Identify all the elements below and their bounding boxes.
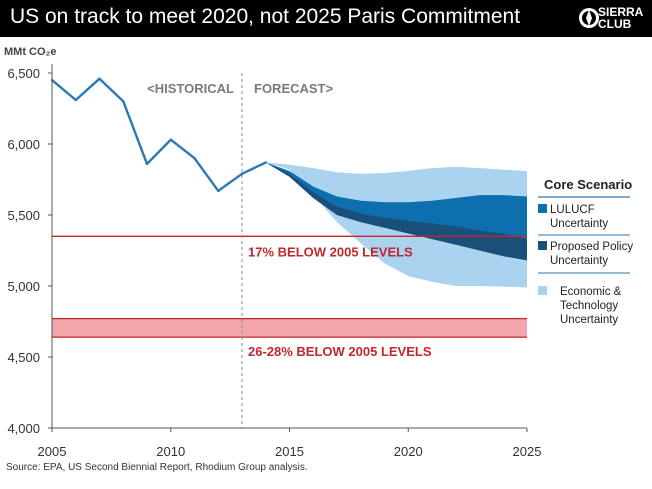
y-axis-label: MMt CO₂e (4, 46, 57, 58)
legend-label-line: Proposed Policy (550, 241, 633, 253)
y-tick-label-6000: 6,000 (7, 137, 40, 152)
historical-point-2012 (217, 189, 220, 193)
legend-swatch-policy (538, 241, 547, 250)
page-title: US on track to meet 2020, not 2025 Paris… (10, 5, 521, 28)
x-tick-label-2005: 2005 (38, 444, 67, 459)
source-note: Source: EPA, US Second Biennial Report, … (6, 462, 308, 473)
emissions-chart: 17% BELOW 2005 LEVELS 26-28% BELOW 2005 L… (4, 46, 633, 459)
title-banner: US on track to meet 2020, not 2025 Paris… (0, 0, 652, 37)
y-tick-label-5500: 5,500 (7, 208, 40, 223)
y-tick-label-6500: 6,500 (7, 66, 40, 81)
legend-label-economic: Economic & Technology Uncertainty (560, 286, 622, 326)
compass-icon (579, 8, 599, 28)
period-label-historical: <HISTORICAL (147, 81, 234, 96)
y-tick-label-4500: 4,500 (7, 350, 40, 365)
y-tick-label-4000: 4,000 (7, 421, 40, 436)
period-label-forecast: FORECAST> (254, 81, 334, 96)
historical-point-2009 (145, 162, 149, 166)
target-label-17: 17% BELOW 2005 LEVELS (248, 244, 413, 259)
x-tick-label-2025: 2025 (513, 444, 542, 459)
sierra-club-logo: SIERRA CLUB (562, 0, 652, 37)
historical-line (51, 77, 267, 193)
target-label-26-28: 26-28% BELOW 2005 LEVELS (248, 344, 432, 359)
legend-label-lulucf: LULUCF Uncertainty (550, 204, 608, 230)
legend-label-policy: Proposed Policy Uncertainty (550, 241, 633, 267)
historical-point-2008 (122, 100, 125, 103)
legend-label-line: Uncertainty (550, 218, 608, 230)
legend-title: Core Scenario (544, 177, 632, 192)
historical-point-2006 (74, 98, 77, 102)
legend-label-line: Uncertainty (550, 255, 608, 267)
historical-point-2014 (264, 161, 267, 164)
logo-text-sierra: SIERRA (598, 5, 644, 19)
historical-point-2011 (193, 157, 196, 160)
x-tick-label-2015: 2015 (275, 444, 304, 459)
historical-point-2010 (169, 138, 172, 141)
legend-swatch-economic (538, 286, 547, 295)
legend-swatch-lulucf (538, 204, 547, 213)
legend-label-line: Uncertainty (560, 314, 618, 326)
logo-text-club: CLUB (598, 17, 632, 31)
y-tick-label-5000: 5,000 (7, 279, 40, 294)
legend-label-line: Economic & (560, 286, 622, 298)
legend-label-line: Technology (560, 300, 618, 312)
target-band-26-28 (52, 318, 527, 338)
legend-label-line: LULUCF (550, 204, 595, 216)
historical-point-2013 (240, 172, 244, 176)
historical-point-2007 (98, 77, 101, 80)
x-tick-label-2020: 2020 (394, 444, 423, 459)
x-tick-label-2010: 2010 (156, 444, 185, 459)
